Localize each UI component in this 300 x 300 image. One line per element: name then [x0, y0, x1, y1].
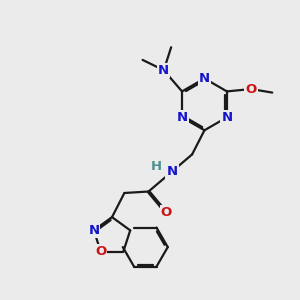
Text: O: O — [160, 206, 172, 219]
Text: H: H — [151, 160, 162, 173]
Text: O: O — [95, 245, 106, 258]
Text: O: O — [245, 82, 257, 95]
Text: N: N — [221, 111, 233, 124]
Text: N: N — [176, 111, 188, 124]
Text: N: N — [199, 72, 210, 85]
Text: N: N — [88, 224, 99, 237]
Text: N: N — [158, 64, 169, 77]
Text: N: N — [167, 165, 178, 178]
